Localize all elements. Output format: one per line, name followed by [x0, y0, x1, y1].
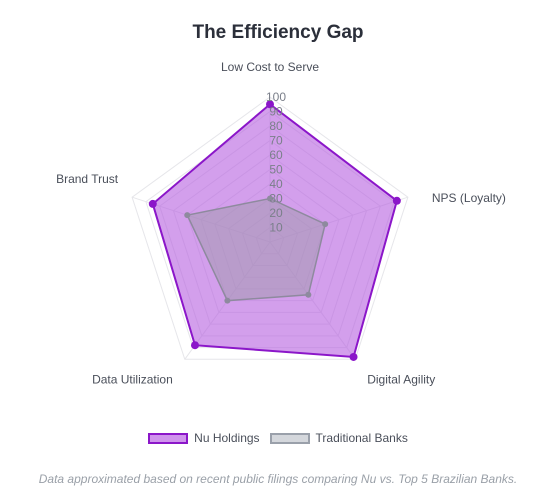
series-nu-holdings-point: [148, 199, 157, 208]
chart-footnote: Data approximated based on recent public…: [38, 472, 518, 486]
series-traditional-banks-point: [184, 212, 191, 219]
tick-label: 80: [269, 119, 283, 133]
tick-label: 60: [269, 148, 283, 162]
axis-label-nps-loyalty: NPS (Loyalty): [432, 191, 506, 205]
tick-label: 100: [266, 90, 286, 104]
series-traditional-banks-point: [224, 297, 231, 304]
tick-label: 50: [269, 163, 283, 177]
axis-label-digital-agility: Digital Agility: [367, 372, 435, 386]
chart-title: The Efficiency Gap: [192, 22, 364, 43]
grid-ring: [131, 96, 409, 360]
tick-label: 40: [269, 177, 283, 191]
series-nu-holdings-point: [392, 196, 401, 205]
legend-label-nu-holdings: Nu Holdings: [194, 431, 260, 445]
legend-swatch-traditional-banks: [269, 432, 310, 444]
series-traditional-banks-point: [322, 221, 329, 228]
legend-swatch-nu-holdings: [148, 432, 189, 444]
series-nu-holdings-point: [349, 352, 358, 361]
series-traditional-banks-point: [267, 195, 273, 202]
series-nu-holdings-point: [190, 341, 199, 350]
series-traditional-banks-area: [186, 197, 327, 302]
axis-label-low-cost-to-serve: Low Cost to Serve: [221, 60, 319, 74]
legend-item-traditional-banks[interactable]: Traditional Banks: [269, 431, 408, 445]
series-nu-holdings-point: [266, 100, 274, 109]
series-traditional-banks-point: [305, 291, 312, 298]
legend-label-traditional-banks: Traditional Banks: [315, 431, 408, 445]
tick-label: 30: [269, 192, 283, 206]
tick-label: 70: [269, 134, 283, 148]
tick-label: 90: [269, 105, 283, 119]
axis-label-brand-trust: Brand Trust: [56, 172, 119, 186]
chart-legend: Nu Holdings Traditional Banks: [0, 431, 556, 445]
legend-item-nu-holdings[interactable]: Nu Holdings: [148, 431, 260, 445]
tick-label: 10: [269, 221, 283, 235]
axis-label-data-utilization: Data Utilization: [92, 372, 173, 386]
tick-label: 20: [269, 206, 283, 220]
